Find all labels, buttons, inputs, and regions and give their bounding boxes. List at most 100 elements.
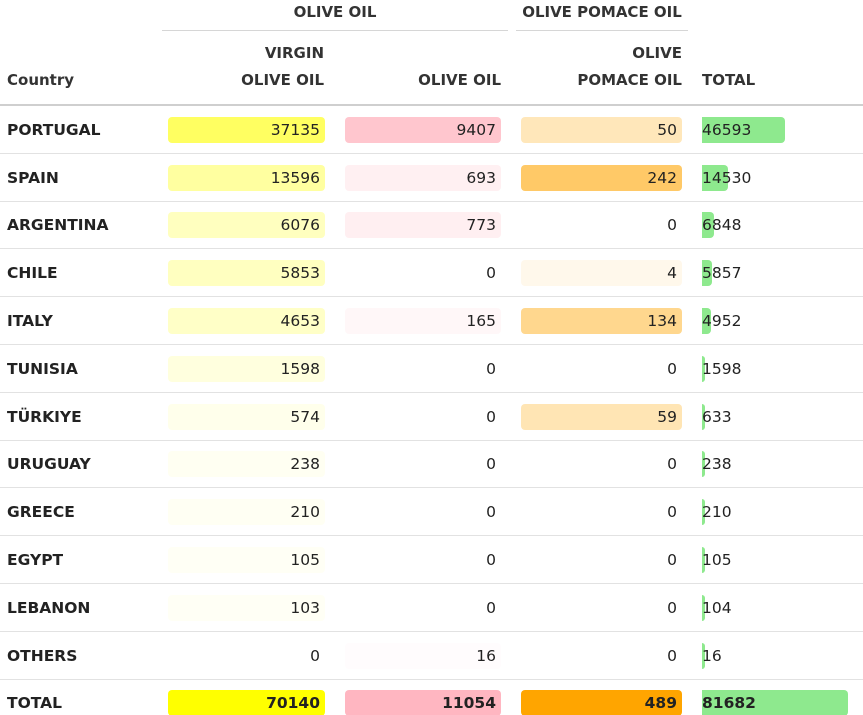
country-cell: TÜRKIYE: [7, 407, 82, 426]
virgin-olive-oil-cell-background: [168, 260, 325, 287]
virgin-olive-oil-cell: 13596: [270, 168, 320, 187]
virgin-olive-oil-cell: 70140: [266, 694, 320, 713]
table-row: EGYPT 105 0 0 105: [0, 536, 863, 584]
total-row: TOTAL 70140 11054 489 81682: [0, 680, 863, 715]
olive-pomace-oil-cell: 0: [667, 598, 677, 617]
total-cell: 105: [702, 551, 732, 570]
table-row: CHILE 5853 0 4 5857: [0, 249, 863, 298]
olive-oil-cell: 693: [466, 168, 496, 187]
total-bar: [702, 355, 705, 382]
virgin-olive-oil-cell: 5853: [280, 264, 320, 283]
olive-pomace-oil-cell: 50: [657, 120, 677, 139]
virgin-olive-oil-cell: 103: [290, 598, 320, 617]
olive-pomace-oil-cell: 0: [667, 551, 677, 570]
group-header-olive-pomace-oil: OLIVE POMACE OIL: [516, 0, 688, 31]
country-cell: CHILE: [7, 264, 58, 283]
country-cell: LEBANON: [7, 598, 91, 617]
table-row: OTHERS 0 16 0 16: [0, 632, 863, 680]
olive-pomace-oil-cell-background: [521, 116, 682, 143]
virgin-olive-oil-cell: 105: [290, 551, 320, 570]
total-cell: 46593: [702, 120, 752, 139]
olive-pomace-oil-cell: 0: [667, 359, 677, 378]
country-cell: TOTAL: [7, 694, 62, 713]
virgin-olive-oil-cell: 210: [290, 503, 320, 522]
total-bar: [702, 594, 705, 621]
virgin-olive-oil-cell-background: [168, 547, 325, 574]
olive-oil-cell: 773: [466, 216, 496, 235]
olive-oil-cell: 0: [486, 551, 496, 570]
olive-oil-cell-background: [345, 164, 501, 191]
virgin-olive-oil-cell: 6076: [280, 216, 320, 235]
total-bar: [702, 260, 713, 287]
table-row: TÜRKIYE 574 0 59 633: [0, 393, 863, 441]
country-cell: ARGENTINA: [7, 216, 109, 235]
olive-oil-cell: 0: [486, 455, 496, 474]
virgin-olive-oil-cell-background: [168, 355, 325, 382]
country-cell: PORTUGAL: [7, 120, 101, 139]
country-cell: URUGUAY: [7, 455, 91, 474]
total-cell: 81682: [702, 694, 756, 713]
olive-oil-cell: 0: [486, 264, 496, 283]
olive-pomace-oil-cell-background: [521, 690, 682, 715]
olive-pomace-oil-cell-background: [521, 308, 682, 335]
total-cell: 14530: [702, 168, 752, 187]
country-cell: EGYPT: [7, 551, 64, 570]
olive-pomace-oil-cell: 489: [644, 694, 677, 713]
virgin-olive-oil-cell: 574: [290, 407, 320, 426]
table-row: ITALY 4653 165 134 4952: [0, 297, 863, 345]
olive-pomace-oil-cell: 134: [647, 312, 677, 331]
column-header-olive-pomace-oil: OLIVE POMACE OIL: [516, 40, 682, 94]
total-bar: [702, 308, 711, 335]
column-header-virgin-olive-oil: VIRGIN OLIVE OIL: [162, 40, 324, 94]
country-cell: SPAIN: [7, 168, 59, 187]
olive-oil-cell: 11054: [442, 694, 496, 713]
virgin-olive-oil-cell: 37135: [270, 120, 320, 139]
olive-oil-cell: 0: [486, 407, 496, 426]
olive-pomace-oil-cell: 0: [667, 503, 677, 522]
olive-oil-cell: 0: [486, 503, 496, 522]
table-row: URUGUAY 238 0 0 238: [0, 441, 863, 489]
virgin-olive-oil-cell-background: [168, 164, 325, 191]
country-cell: GREECE: [7, 503, 75, 522]
total-bar: [702, 690, 848, 715]
country-cell: TUNISIA: [7, 359, 78, 378]
total-cell: 16: [702, 646, 722, 665]
group-header-olive-oil: OLIVE OIL: [162, 0, 508, 31]
virgin-olive-oil-cell-background: [168, 451, 325, 478]
olive-pomace-oil-cell: 0: [667, 646, 677, 665]
virgin-olive-oil-cell-background: [168, 308, 325, 335]
column-header-pomace-line2: POMACE OIL: [577, 71, 682, 89]
olive-pomace-oil-cell: 59: [657, 407, 677, 426]
olive-pomace-oil-cell-background: [521, 164, 682, 191]
column-header-pomace-line1: OLIVE: [632, 44, 682, 62]
olive-oil-cell-background: [345, 116, 501, 143]
table-row: LEBANON 103 0 0 104: [0, 584, 863, 632]
table-row: TUNISIA 1598 0 0 1598: [0, 345, 863, 393]
total-cell: 4952: [702, 312, 742, 331]
column-header-country: Country: [7, 71, 75, 89]
virgin-olive-oil-cell: 0: [310, 646, 320, 665]
olive-pomace-oil-cell-background: [521, 403, 682, 430]
olive-pomace-oil-cell: 4: [667, 264, 677, 283]
total-bar: [702, 547, 705, 574]
total-cell: 104: [702, 598, 732, 617]
country-cell: ITALY: [7, 312, 53, 331]
total-bar: [702, 212, 715, 239]
olive-oil-cell-background: [345, 212, 501, 239]
olive-pomace-oil-cell: 242: [647, 168, 677, 187]
olive-pomace-oil-cell-background: [521, 260, 682, 287]
total-bar: [702, 403, 705, 430]
olive-oil-cell: 0: [486, 359, 496, 378]
total-cell: 5857: [702, 264, 742, 283]
total-bar: [702, 499, 705, 526]
olive-oil-cell-background: [345, 642, 501, 669]
total-bar: [702, 116, 786, 143]
table-row: GREECE 210 0 0 210: [0, 488, 863, 537]
country-cell: OTHERS: [7, 646, 78, 665]
header-divider: [0, 104, 863, 106]
table-row: SPAIN 13596 693 242 14530: [0, 154, 863, 202]
virgin-olive-oil-cell: 1598: [280, 359, 320, 378]
olive-oil-cell: 9407: [456, 120, 496, 139]
total-cell: 238: [702, 455, 732, 474]
olive-oil-cell-background: [345, 308, 501, 335]
